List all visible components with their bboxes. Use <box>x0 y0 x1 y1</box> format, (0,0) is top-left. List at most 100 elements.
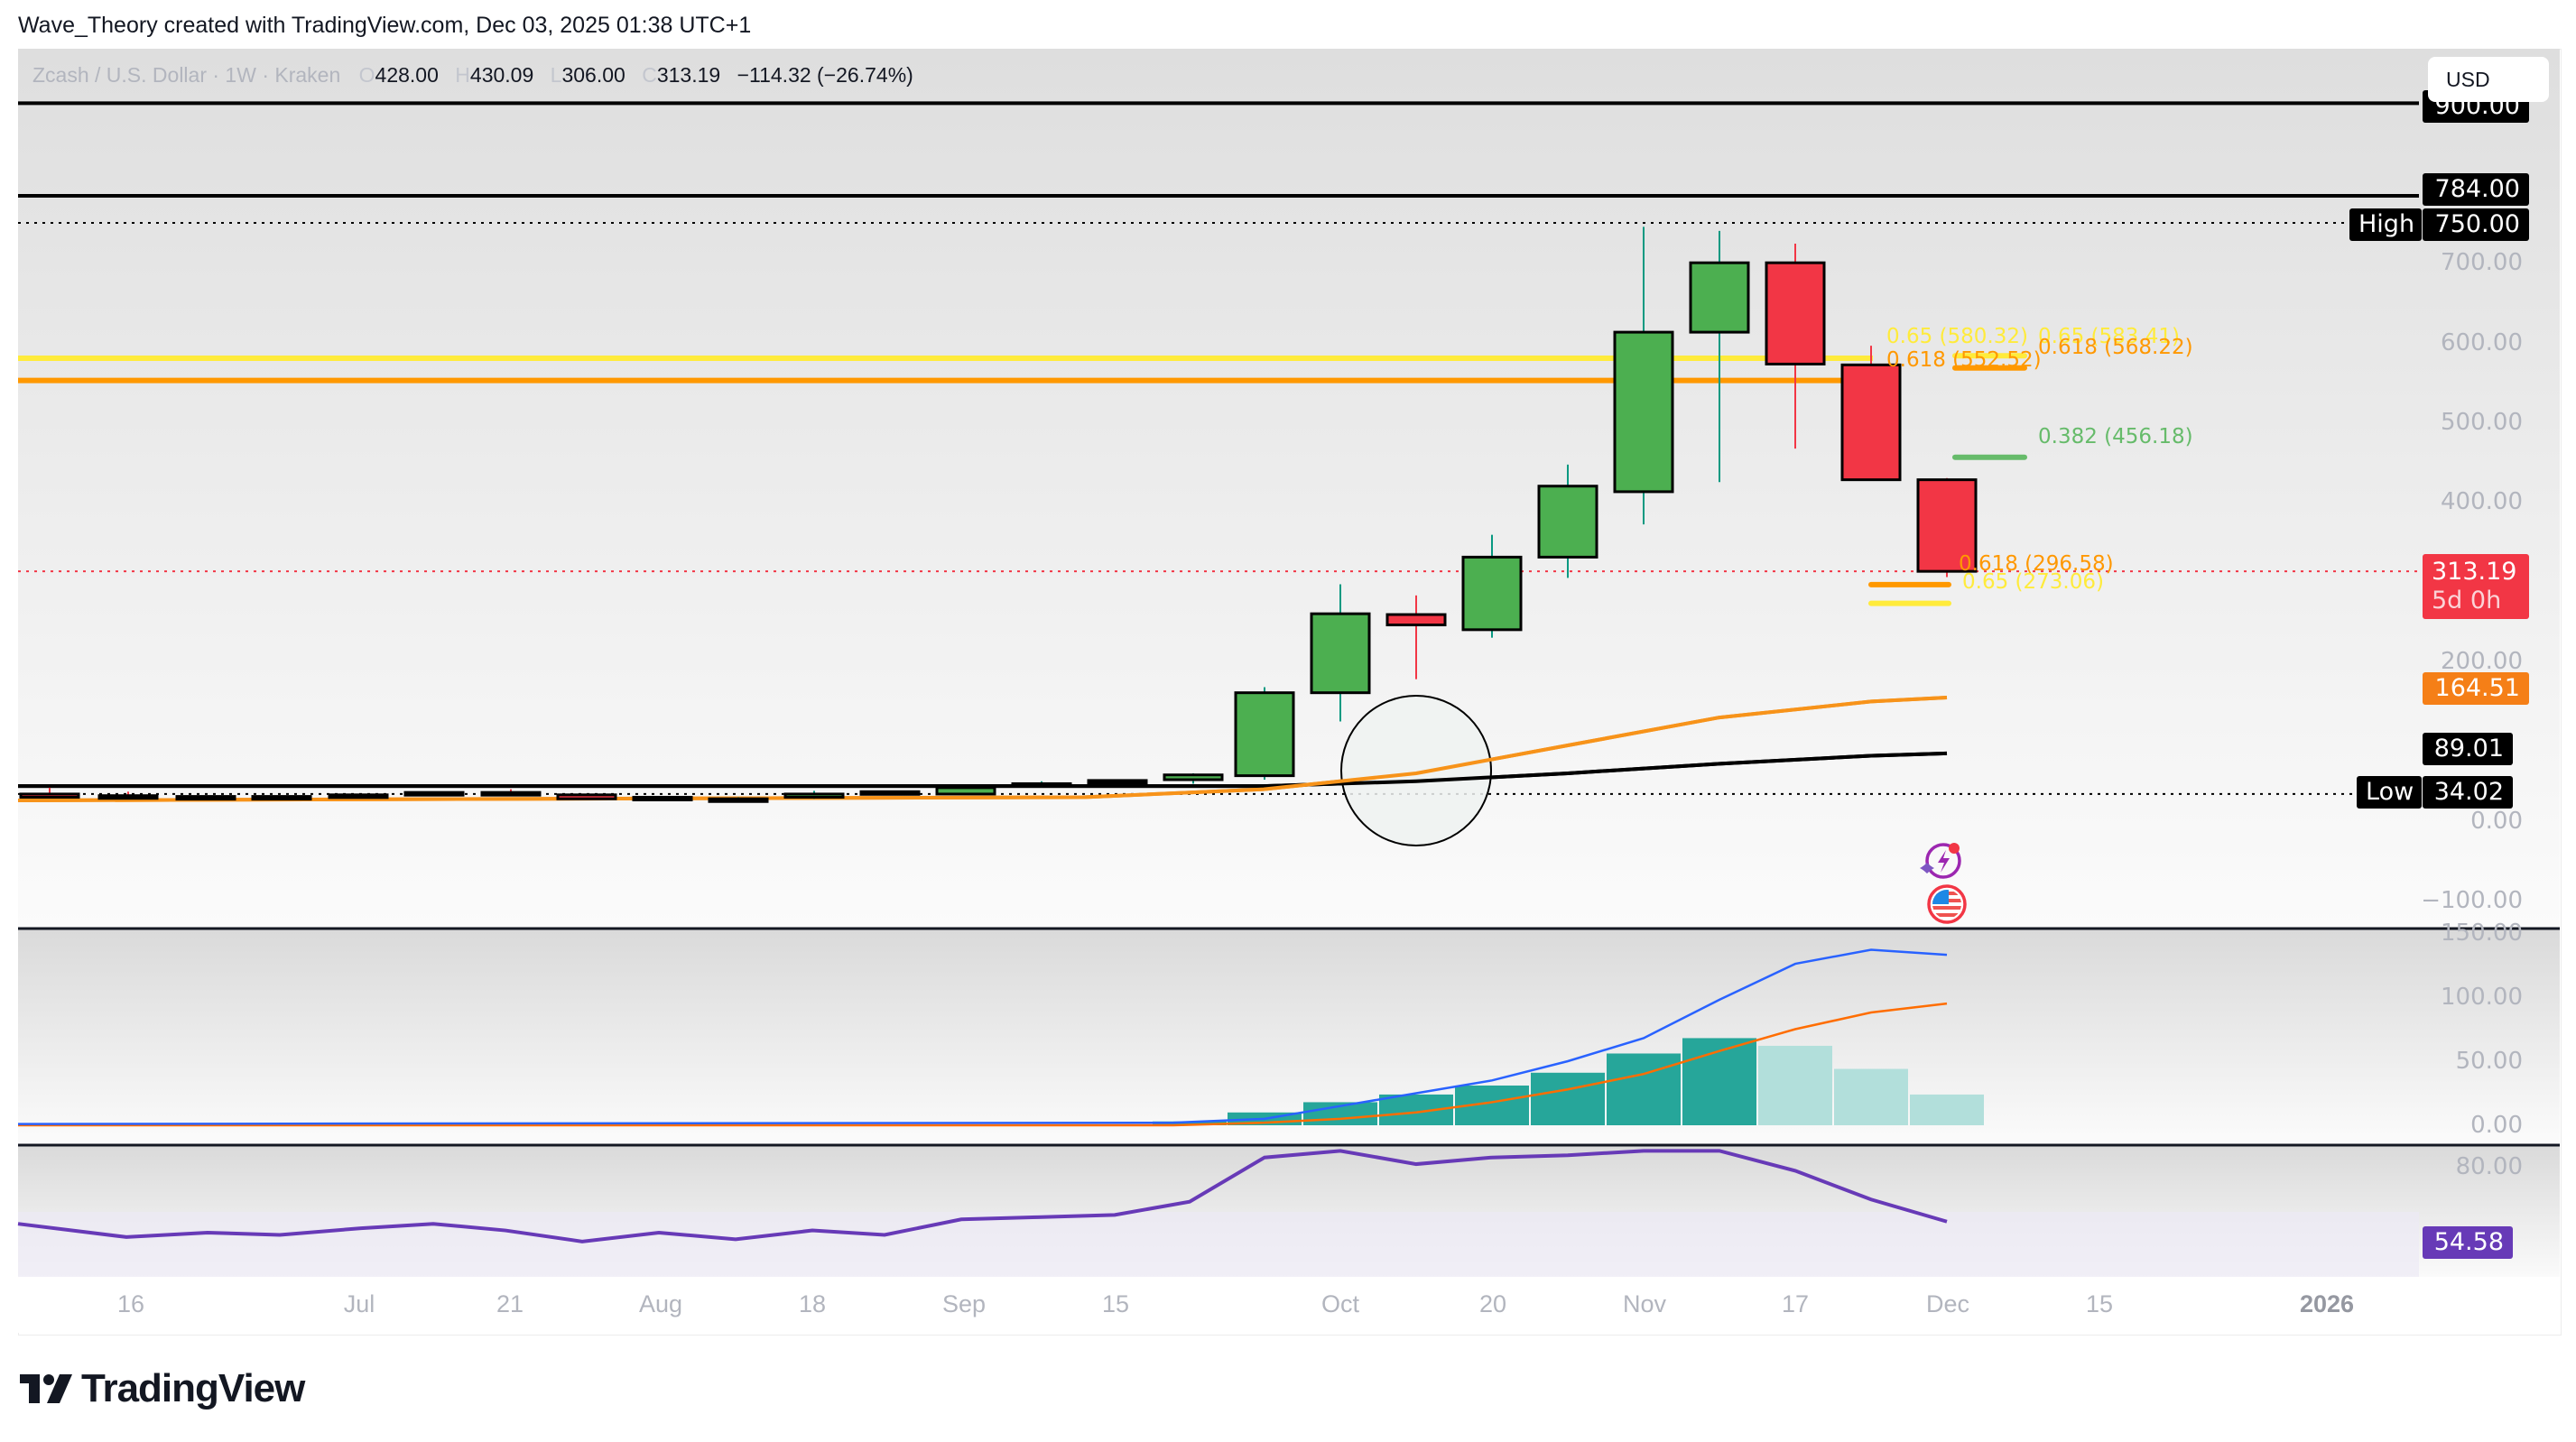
price-tick: 400.00 <box>2441 488 2523 516</box>
open-key: O <box>358 63 375 87</box>
bar-countdown: 5d 0h <box>2432 587 2502 615</box>
candle-body <box>859 790 921 796</box>
macd-histogram-bar <box>1531 1072 1605 1125</box>
tradingview-wordmark: TradingView <box>81 1366 305 1410</box>
close-key: C <box>642 63 657 87</box>
low-value: 306.00 <box>561 63 625 87</box>
rsi-value-tag: 54.58 <box>2423 1226 2513 1259</box>
price-tick: 700.00 <box>2441 249 2523 277</box>
time-tick: 21 <box>496 1290 524 1317</box>
close-value: 313.19 <box>656 63 721 87</box>
time-tick: 15 <box>1101 1290 1130 1317</box>
time-tick: Nov <box>1622 1290 1667 1317</box>
fib-level-label: 0.618 (552.52) <box>1886 348 2042 372</box>
candle-body <box>1234 691 1295 778</box>
time-tick: 18 <box>798 1290 827 1317</box>
candle-body <box>251 795 312 801</box>
macd-line <box>17 948 1948 1125</box>
low-value-tag: 34.02 <box>2423 776 2513 809</box>
macd-histogram-bar <box>1607 1053 1681 1125</box>
fib-level-label: 0.65 (580.32) <box>1886 325 2028 348</box>
ideas-lightning-icon[interactable] <box>1920 839 1963 883</box>
candle-body <box>1613 330 1674 494</box>
candle-body <box>19 792 80 799</box>
candle-body <box>1537 485 1598 559</box>
macd-histogram-bar <box>1758 1045 1832 1125</box>
time-tick: 20 <box>1478 1290 1507 1317</box>
candle-body <box>1765 261 1826 365</box>
candle-body <box>556 793 617 800</box>
symbol-name[interactable]: Zcash / U.S. Dollar · 1W · Kraken <box>32 63 341 87</box>
sma-line-over <box>18 751 1948 789</box>
time-tick: 2026 <box>2299 1290 2355 1317</box>
sma-value-tag: 89.01 <box>2423 733 2513 765</box>
us-economic-event-flag-icon[interactable] <box>1925 883 1969 926</box>
candle-body <box>1461 555 1523 632</box>
tradingview-logo[interactable]: TradingView <box>20 1366 305 1411</box>
fib-level-label: 0.382 (456.18) <box>2038 425 2193 448</box>
candle-body <box>783 792 845 799</box>
time-tick: 17 <box>1781 1290 1810 1317</box>
time-tick: Sep <box>941 1290 987 1317</box>
candle-body <box>175 795 236 801</box>
rsi-band <box>18 1212 2419 1277</box>
candle-body <box>1689 261 1750 334</box>
price-tick: 200.00 <box>2441 648 2523 676</box>
time-tick: Jul <box>343 1290 375 1317</box>
macd-histogram-bar <box>1682 1038 1756 1125</box>
candle-body <box>935 786 996 796</box>
candle-body <box>1916 478 1978 573</box>
fib-level-label: 0.618 (296.58) <box>1959 552 2114 576</box>
candle-body <box>1310 612 1371 695</box>
level-784-tag: 784.00 <box>2423 173 2529 206</box>
rsi-line <box>17 1149 1948 1243</box>
price-tick: −100.00 <box>2421 887 2523 915</box>
ema-value-tag: 164.51 <box>2423 672 2529 705</box>
macd-histogram-bar <box>1834 1068 1908 1125</box>
macd-tick: 50.00 <box>2455 1048 2523 1075</box>
macd-pane[interactable] <box>18 929 2560 1144</box>
candle-body <box>97 794 159 800</box>
macd-tick: 0.00 <box>2470 1112 2523 1139</box>
high-value-tag: 750.00 <box>2423 208 2529 241</box>
macd-histogram-bar <box>1910 1094 1984 1125</box>
candle-body <box>1011 781 1072 788</box>
candle-body <box>708 797 769 803</box>
macd-signal-line <box>18 1002 1948 1127</box>
price-tick: 600.00 <box>2441 328 2523 356</box>
main-pane[interactable] <box>18 49 2560 928</box>
macd-tick: 100.00 <box>2441 984 2523 1011</box>
time-tick: 15 <box>2085 1290 2114 1317</box>
time-axis[interactable] <box>18 1277 2560 1333</box>
time-tick: 16 <box>116 1290 145 1317</box>
candle-body <box>328 793 389 800</box>
tradingview-logo-icon <box>20 1374 72 1403</box>
candle-body <box>403 790 465 797</box>
open-value: 428.00 <box>375 63 439 87</box>
annotation-circle <box>1340 695 1492 846</box>
high-key: H <box>455 63 470 87</box>
candle-body <box>480 790 542 797</box>
high-label-tag: High <box>2349 208 2422 241</box>
main-series-layer <box>17 101 2419 846</box>
candle-body <box>1163 773 1224 781</box>
symbol-legend[interactable]: Zcash / U.S. Dollar · 1W · Kraken O428.0… <box>32 63 913 88</box>
currency-button[interactable]: USD <box>2428 57 2549 102</box>
macd-histogram-bar <box>1153 1121 1227 1125</box>
low-label-tag: Low <box>2357 776 2422 809</box>
price-tick: 500.00 <box>2441 409 2523 436</box>
time-tick: Dec <box>1925 1290 1970 1317</box>
time-tick: Oct <box>1320 1290 1360 1317</box>
macd-layer <box>17 948 1984 1127</box>
fib-level-label: 0.65 (583.41) <box>2038 325 2180 348</box>
last-price-tag: 313.19 5d 0h <box>2423 554 2529 619</box>
rsi-layer <box>17 1149 1948 1243</box>
chart-attribution: Wave_Theory created with TradingView.com… <box>18 13 752 38</box>
time-tick: Aug <box>638 1290 683 1317</box>
candle-body <box>1840 363 1902 482</box>
macd-tick: 150.00 <box>2441 920 2523 947</box>
candle-body <box>1385 613 1447 627</box>
rsi-tick: 80.00 <box>2455 1152 2523 1180</box>
high-value: 430.09 <box>469 63 534 87</box>
